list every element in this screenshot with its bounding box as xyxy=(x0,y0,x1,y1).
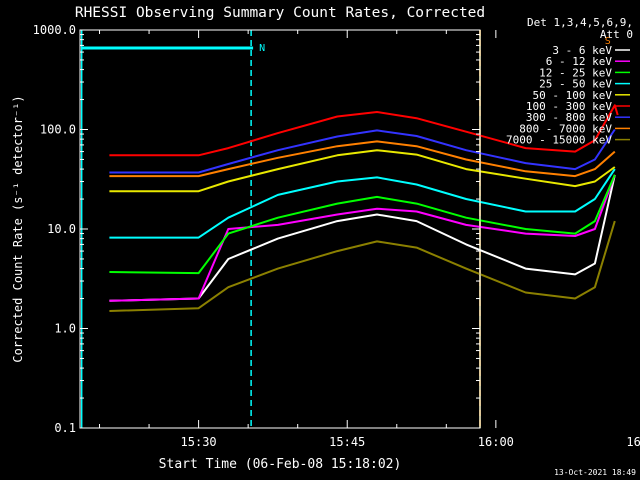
series-0-seg1 xyxy=(109,174,616,302)
series-6-seg1 xyxy=(109,128,616,174)
y-tick-label-4: 1000.0 xyxy=(33,23,76,37)
series-2-seg1 xyxy=(109,174,616,275)
series-3-seg1 xyxy=(109,168,616,239)
series-4-seg1 xyxy=(109,149,616,193)
legend-label-6: 300 - 800 keV xyxy=(526,111,612,124)
legend-label-8: 7000 - 15000 keV xyxy=(506,134,612,147)
legend-header-line-1: Det 1,3,4,5,6,9, xyxy=(527,16,633,29)
flag-label-1: S xyxy=(605,36,611,47)
legend-label-3: 25 - 50 keV xyxy=(539,78,612,91)
flag-bars: NS xyxy=(81,36,611,54)
series-7-seg1 xyxy=(109,140,616,178)
legend-label-4: 50 - 100 keV xyxy=(533,89,613,102)
y-tick-label-0: 0.1 xyxy=(54,421,76,435)
y-tick-label-1: 1.0 xyxy=(54,322,76,336)
y-tick-label-2: 10.0 xyxy=(47,222,76,236)
series-lines xyxy=(109,104,619,312)
legend-label-1: 6 - 12 keV xyxy=(546,55,613,68)
x-tick-label-3: 16:15 xyxy=(626,435,640,449)
x-tick-label-2: 16:00 xyxy=(478,435,514,449)
y-axis-label: Corrected Count Rate (s⁻¹ detector⁻¹) xyxy=(11,95,25,362)
x-tick-label-1: 15:45 xyxy=(329,435,365,449)
chart-title: RHESSI Observing Summary Count Rates, Co… xyxy=(75,5,485,21)
legend-label-7: 800 - 7000 keV xyxy=(519,122,612,135)
legend-label-2: 12 - 25 keV xyxy=(539,66,612,79)
timestamp: 13-Oct-2021 18:49 xyxy=(554,468,636,477)
legend-header-line-2: Att 0 xyxy=(600,28,633,41)
legend-label-5: 100 - 300 keV xyxy=(526,100,612,113)
y-axis-ticks: 0.1 1.0 10.0 100.0 1000.0 xyxy=(33,23,480,435)
series-5-seg1 xyxy=(109,104,619,157)
y-tick-label-3: 100.0 xyxy=(40,123,76,137)
x-tick-label-0: 15:30 xyxy=(181,435,217,449)
flag-label-0: N xyxy=(259,43,265,54)
x-axis-label: Start Time (06-Feb-08 15:18:02) xyxy=(159,457,402,472)
legend-label-0: 3 - 6 keV xyxy=(552,44,612,57)
series-8-seg1 xyxy=(109,220,616,312)
